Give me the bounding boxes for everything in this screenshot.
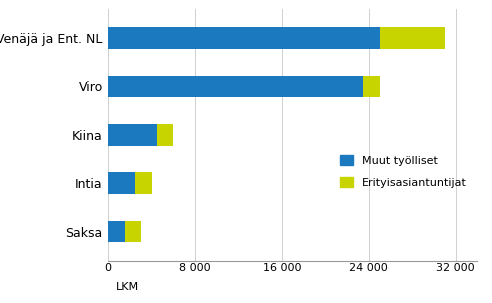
Text: LKM: LKM: [116, 282, 139, 292]
Bar: [157, 124, 173, 146]
Bar: [108, 27, 379, 49]
Bar: [108, 221, 124, 242]
Bar: [108, 124, 157, 146]
Bar: [124, 221, 141, 242]
Bar: [379, 27, 445, 49]
Legend: Muut työlliset, Erityisasiantuntijat: Muut työlliset, Erityisasiantuntijat: [336, 151, 472, 192]
Bar: [135, 172, 152, 194]
Bar: [108, 75, 363, 97]
Bar: [108, 172, 135, 194]
Bar: [363, 75, 379, 97]
